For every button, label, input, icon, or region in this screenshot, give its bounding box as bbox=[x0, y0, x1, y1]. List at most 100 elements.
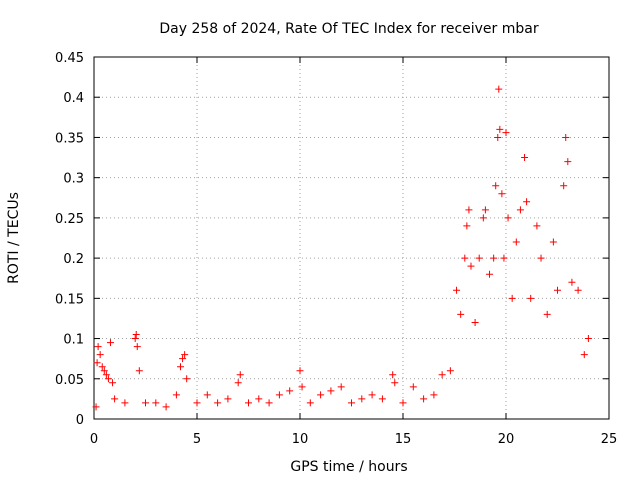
data-point bbox=[286, 387, 294, 395]
data-point bbox=[490, 254, 498, 262]
y-tick-label: 0.05 bbox=[55, 373, 84, 388]
y-tick-label: 0.35 bbox=[55, 131, 84, 146]
data-point bbox=[181, 351, 189, 359]
y-tick-label: 0.15 bbox=[55, 292, 84, 307]
data-point bbox=[463, 222, 471, 230]
y-tick-label: 0.25 bbox=[55, 212, 84, 227]
data-point bbox=[481, 206, 489, 214]
x-axis-label: GPS time / hours bbox=[290, 459, 407, 475]
data-point bbox=[224, 395, 232, 403]
data-point bbox=[543, 310, 551, 318]
data-point bbox=[92, 403, 100, 411]
data-point bbox=[93, 359, 101, 367]
data-point bbox=[471, 318, 479, 326]
plot-frame bbox=[93, 56, 610, 420]
data-point bbox=[537, 254, 545, 262]
data-point bbox=[104, 375, 112, 383]
data-point bbox=[152, 399, 160, 407]
data-point bbox=[337, 383, 345, 391]
x-tick-label: 15 bbox=[395, 432, 412, 447]
data-point bbox=[203, 391, 211, 399]
y-tick-label: 0.4 bbox=[63, 91, 84, 106]
data-point bbox=[461, 254, 469, 262]
data-point bbox=[245, 399, 252, 407]
data-point bbox=[133, 343, 141, 351]
data-point bbox=[562, 133, 570, 141]
data-point bbox=[142, 399, 149, 407]
data-point bbox=[131, 335, 139, 343]
data-point bbox=[560, 182, 568, 190]
data-point bbox=[368, 391, 376, 399]
data-point bbox=[317, 391, 325, 399]
data-point bbox=[172, 391, 180, 399]
data-point bbox=[500, 254, 508, 262]
data-point bbox=[508, 294, 516, 302]
data-point bbox=[465, 206, 473, 214]
data-point bbox=[475, 254, 483, 262]
data-point bbox=[492, 182, 500, 190]
data-point bbox=[549, 238, 557, 246]
data-point bbox=[121, 399, 129, 407]
data-point bbox=[391, 379, 399, 387]
x-tick-label: 20 bbox=[498, 432, 515, 447]
data-point bbox=[554, 286, 561, 294]
grid-lines bbox=[94, 57, 609, 419]
data-point bbox=[275, 391, 283, 399]
x-tick-label: 5 bbox=[193, 432, 201, 447]
y-axis-ticks: 0 0.05 0.1 0.15 0.2 0.25 0.3 0.35 0.4 0.45 bbox=[55, 51, 609, 428]
data-point bbox=[327, 387, 335, 395]
data-point bbox=[521, 154, 529, 162]
data-point bbox=[193, 399, 201, 407]
y-tick-label: 0 bbox=[76, 413, 84, 428]
x-tick-label: 10 bbox=[292, 432, 309, 447]
data-point bbox=[409, 383, 417, 391]
data-point bbox=[296, 367, 304, 375]
data-point bbox=[457, 310, 465, 318]
data-point bbox=[348, 399, 355, 407]
data-point bbox=[179, 355, 187, 363]
data-point bbox=[512, 238, 520, 246]
data-point bbox=[533, 222, 541, 230]
data-point bbox=[132, 331, 140, 339]
y-tick-label: 0.3 bbox=[63, 172, 84, 187]
x-axis-ticks: 0 5 10 15 20 25 bbox=[90, 57, 617, 447]
data-point bbox=[306, 399, 314, 407]
y-axis-label: ROTI / TECUs bbox=[6, 192, 22, 284]
data-point bbox=[177, 363, 185, 371]
data-point bbox=[453, 286, 461, 294]
data-point bbox=[479, 214, 487, 222]
data-point bbox=[109, 379, 117, 387]
data-point bbox=[523, 198, 531, 206]
data-point bbox=[527, 294, 535, 302]
data-point bbox=[94, 343, 102, 351]
data-point bbox=[378, 395, 386, 403]
data-point bbox=[494, 133, 502, 141]
data-point bbox=[98, 363, 106, 371]
data-point bbox=[486, 270, 494, 278]
data-point bbox=[438, 371, 446, 379]
data-point bbox=[516, 206, 524, 214]
data-point bbox=[102, 371, 110, 379]
data-point bbox=[446, 367, 454, 375]
data-point bbox=[564, 158, 572, 166]
data-point bbox=[236, 371, 244, 379]
data-point bbox=[430, 391, 438, 399]
data-point bbox=[234, 379, 242, 387]
chart-title: Day 258 of 2024, Rate Of TEC Index for r… bbox=[159, 21, 538, 37]
x-tick-label: 25 bbox=[601, 432, 618, 447]
data-point bbox=[214, 399, 222, 407]
data-point bbox=[580, 351, 588, 359]
data-point bbox=[255, 395, 263, 403]
data-point bbox=[399, 399, 407, 407]
data-point bbox=[496, 125, 504, 133]
data-point bbox=[389, 371, 397, 379]
y-tick-label: 0.45 bbox=[55, 51, 84, 66]
data-point bbox=[100, 367, 108, 375]
data-points bbox=[92, 85, 592, 411]
data-point bbox=[162, 403, 170, 411]
data-point bbox=[568, 278, 576, 286]
y-tick-label: 0.2 bbox=[63, 252, 84, 267]
data-point bbox=[298, 383, 306, 391]
data-point bbox=[498, 190, 506, 198]
